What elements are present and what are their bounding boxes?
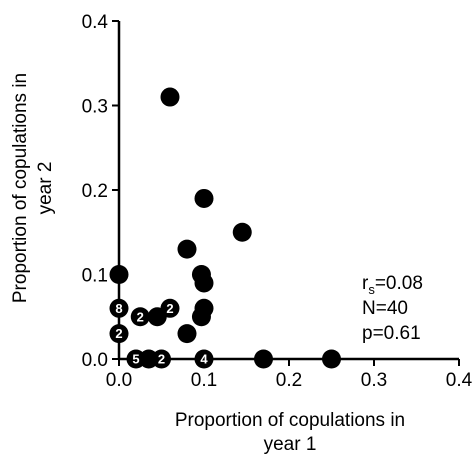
data-point: 2 [152,349,171,369]
y-axis-title-line-1: Proportion of copulations in [10,73,31,303]
point-count-label: 2 [115,326,122,341]
point-marker [232,222,252,242]
point-marker [177,239,197,259]
x-axis-ticks: 0.0 0.1 0.2 0.3 0.4 [106,359,472,391]
point-marker [191,307,211,327]
data-point [177,324,197,344]
data-point: 4 [194,349,214,369]
point-marker [194,188,214,208]
p-annotation: p=0.61 [362,323,421,344]
point-count-label: 2 [166,301,173,316]
point-marker [322,349,341,369]
point-marker [254,349,273,369]
point-count-label: 2 [158,352,165,367]
data-point: 2 [130,307,150,327]
data-point: 2 [109,324,129,344]
n-annotation: N=40 [362,298,408,319]
point-marker [109,265,129,284]
point-marker [194,349,214,369]
point-count-label: 2 [137,309,144,324]
y-tick-label: 0.3 [82,97,108,118]
point-marker [194,273,214,293]
x-axis-title-line-2: year 1 [264,434,317,455]
y-tick-label: 0.4 [82,12,109,33]
point-count-label: 5 [132,352,139,367]
y-tick-label: 0.2 [82,181,108,202]
rs-subscript: s [368,282,375,297]
point-marker [152,349,171,369]
x-tick-label: 0.0 [106,370,132,391]
y-axis-title-line-2: year 2 [35,162,56,215]
data-point [109,265,129,284]
rs-symbol: r [362,273,369,294]
rs-value: =0.08 [375,273,423,294]
data-point [194,188,214,208]
data-point [191,307,211,327]
data-point [194,273,214,293]
data-point [232,222,252,242]
point-marker [160,87,180,107]
x-tick-label: 0.3 [361,370,387,391]
data-point [322,349,341,369]
y-tick-label: 0.0 [82,350,108,371]
data-point: 2 [160,298,180,318]
x-tick-label: 0.1 [191,370,217,391]
x-axis-title-line-1: Proportion of copulations in [175,410,405,431]
point-marker [160,298,180,318]
point-marker [177,324,197,344]
y-tick-label: 0.1 [82,266,108,287]
x-tick-label: 0.4 [446,370,472,391]
y-axis-ticks: 0.0 0.1 0.2 0.3 0.4 [82,12,119,371]
data-point: 8 [109,298,129,318]
spearman-annotation: rs=0.08 [362,273,423,297]
data-point [254,349,273,369]
data-point [160,87,180,107]
point-marker [130,307,150,327]
data-point [177,239,197,259]
point-marker [109,298,129,318]
x-tick-label: 0.2 [276,370,302,391]
point-count-label: 8 [115,301,122,316]
point-count-label: 4 [200,352,208,367]
point-marker [109,324,129,344]
